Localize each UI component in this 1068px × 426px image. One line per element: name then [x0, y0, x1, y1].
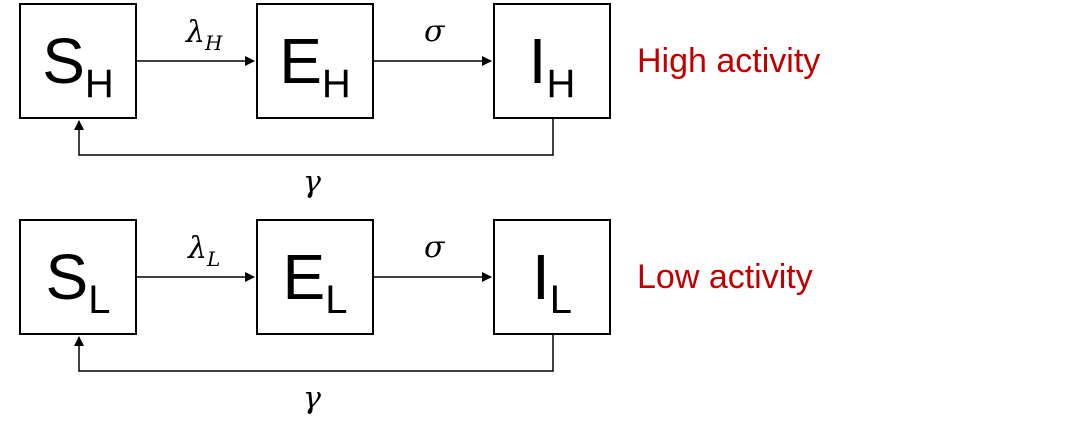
rate-symbol: λ — [188, 231, 208, 266]
compartment-letter: S — [42, 25, 85, 97]
compartment-letter: I — [528, 25, 547, 97]
box-e-low: EL — [256, 219, 374, 335]
rate-lambda-low: λL — [188, 231, 220, 272]
compartment-letter: E — [282, 241, 326, 313]
box-i-low: IL — [493, 219, 611, 335]
rate-subscript: H — [205, 31, 223, 55]
compartment-label: IH — [495, 29, 609, 106]
compartment-label: IL — [495, 245, 609, 322]
arrow-il-to-sl — [74, 335, 554, 372]
compartment-label: SL — [21, 245, 135, 322]
rate-lambda-high: λH — [186, 15, 222, 56]
rate-sigma-high: σ — [424, 14, 445, 49]
compartment-label: EL — [258, 245, 372, 322]
compartment-letter: I — [531, 241, 550, 313]
box-i-high: IH — [493, 3, 611, 119]
group-label-high: High activity — [637, 42, 821, 80]
compartment-subscript: H — [321, 62, 351, 106]
arrow-ih-to-sh — [74, 119, 554, 156]
box-s-high: SH — [19, 3, 137, 119]
compartment-subscript: L — [325, 278, 348, 322]
rate-symbol: λ — [186, 15, 206, 50]
compartment-subscript: H — [546, 62, 576, 106]
compartment-subscript: L — [88, 278, 111, 322]
group-label-low: Low activity — [637, 258, 813, 296]
compartment-subscript: L — [549, 278, 573, 322]
compartment-label: SH — [21, 29, 135, 106]
rate-subscript: L — [207, 247, 221, 271]
rate-sigma-low: σ — [424, 230, 445, 265]
rate-gamma-high: γ — [303, 165, 321, 200]
box-e-high: EH — [256, 3, 374, 119]
compartment-letter: S — [45, 241, 89, 313]
rate-gamma-low: γ — [303, 381, 321, 416]
compartment-letter: E — [279, 25, 322, 97]
box-s-low: SL — [19, 219, 137, 335]
compartment-subscript: H — [84, 62, 114, 106]
compartment-label: EH — [258, 29, 372, 106]
